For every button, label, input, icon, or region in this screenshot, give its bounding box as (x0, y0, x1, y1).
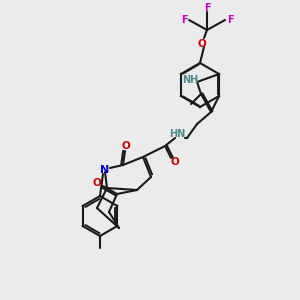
Text: F: F (181, 15, 187, 25)
Text: HN: HN (169, 129, 185, 139)
Text: O: O (198, 39, 206, 49)
Text: NH: NH (182, 75, 198, 85)
Text: O: O (122, 141, 130, 151)
Text: O: O (171, 157, 179, 167)
Text: F: F (227, 15, 233, 25)
Text: O: O (93, 178, 101, 188)
Text: N: N (100, 165, 109, 175)
Text: F: F (204, 3, 210, 13)
